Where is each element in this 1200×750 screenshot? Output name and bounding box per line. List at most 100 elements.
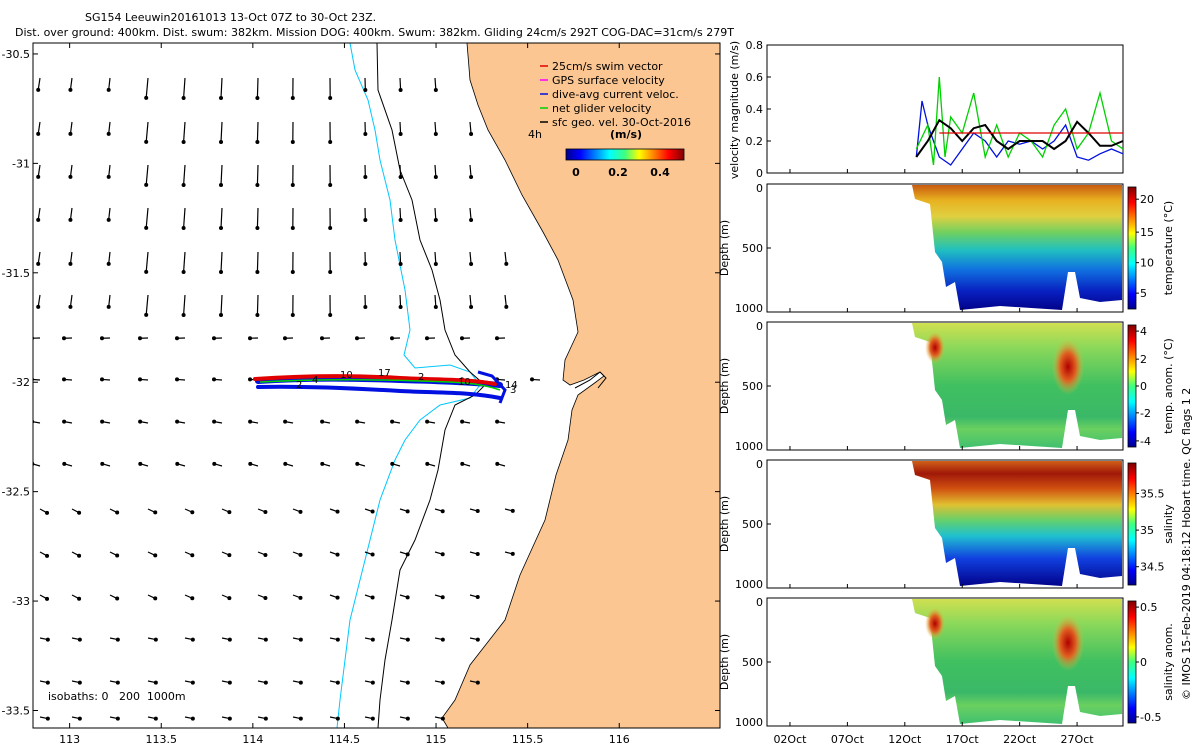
velocity-vector-head [398, 304, 403, 309]
velocity-vector-head [175, 377, 180, 382]
speed-colorbar [565, 148, 685, 161]
colorbar-tick-label: -4 [1140, 435, 1151, 448]
velocity-vector-head [144, 139, 149, 144]
depth-ylabel: Depth (m) [718, 220, 731, 276]
velocity-y-axis: 0 0.2 0.4 0.6 0.8 [746, 39, 771, 180]
velocity-vector [145, 251, 149, 272]
velocity-vector-head [363, 304, 368, 309]
velocity-vector-head [175, 336, 180, 341]
velocity-vector-head [62, 377, 67, 382]
imos-credit: © IMOS 15-Feb-2019 04:18:12 Hobart time.… [1180, 388, 1193, 700]
velocity-vector-head [227, 553, 232, 558]
velocity-vector [183, 77, 186, 98]
time-tick-label: 12Oct [888, 733, 922, 746]
velocity-vector-head [320, 336, 325, 341]
velocity-vector-head [106, 304, 111, 309]
velocity-vector-head [255, 312, 260, 317]
track-swim-vector [253, 374, 497, 386]
velocity-vector-head [212, 461, 217, 466]
depth-ylabel: Depth (m) [718, 358, 731, 414]
colorbar-tick-label: 4 [1140, 325, 1147, 338]
velocity-vector-head [138, 419, 143, 424]
velocity-vector-head [398, 261, 403, 266]
velocity-vector-head [320, 461, 325, 466]
map-xtick-label: 114 [242, 733, 263, 746]
velocity-vector-head [181, 269, 186, 274]
depth-ylabel: Depth (m) [718, 496, 731, 552]
depth-tick-label: 0 [756, 320, 763, 333]
velocity-vector [220, 251, 223, 273]
isobath-200m [336, 43, 481, 728]
velocity-vector-head [68, 261, 73, 266]
velocity-vector-head [398, 131, 403, 136]
velocity-vector-head [495, 336, 500, 341]
velocity-vector-head [510, 508, 515, 513]
velocity-vector-head [255, 225, 260, 230]
velocity-vector-head [45, 716, 50, 721]
velocity-vector-head [433, 217, 438, 222]
velocity-vector-head [504, 304, 509, 309]
map-frame [32, 42, 721, 729]
velocity-vector-head [227, 596, 232, 601]
colorbar-tick-label: 20 [1140, 193, 1154, 206]
velocity-vector-head [469, 174, 474, 179]
velocity-vector-head [144, 225, 149, 230]
depth-tick-label: 1000 [735, 440, 763, 453]
colorbar-tick-label: 15 [1140, 226, 1154, 239]
velocity-vector [220, 77, 223, 99]
velocity-vector-head [335, 680, 340, 685]
velocity-vector-head [190, 637, 195, 642]
velocity-vector-head [469, 304, 474, 309]
velocity-vector-head [175, 419, 180, 424]
velocity-vector-head [255, 139, 260, 144]
map-y-axis: -30.5 -31 -31.5 -32 -32.5 -33 -33.5 [2, 48, 720, 717]
velocity-vector-head [398, 217, 403, 222]
velocity-vector-head [320, 419, 325, 424]
velocity-vector-head [255, 95, 260, 100]
track-dive-avg-current-2 [256, 384, 502, 400]
velocity-vector-head [290, 139, 295, 144]
velocity-vector-head [219, 225, 224, 230]
velocity-vector-head [283, 461, 288, 466]
map-ytick-label: -30.5 [2, 48, 30, 61]
velocity-vector [504, 251, 507, 264]
depth-tick-label: 0 [756, 458, 763, 471]
track-label: 2 [296, 380, 302, 391]
panel-anomaly-hotspot-2 [925, 607, 945, 640]
velocity-vector-head [181, 139, 186, 144]
velocity-vector-head [33, 461, 35, 466]
figure-title: SG154 Leeuwin20161013 13-Oct 07Z to 30-O… [85, 11, 376, 24]
velocity-vector [183, 164, 186, 185]
velocity-vector-head [370, 680, 375, 685]
velocity-vector-head [45, 510, 50, 515]
velocity-vector-head [100, 461, 105, 466]
velocity-vector-head [115, 637, 120, 642]
velocity-vector-head [227, 510, 232, 515]
velocity-vector-head [106, 217, 111, 222]
map-ytick-label: -32 [12, 376, 30, 389]
time-tick-label: 22Oct [1003, 733, 1037, 746]
panel-anomaly-hotspot-2 [925, 331, 945, 364]
velocity-vector-head [68, 304, 73, 309]
velocity-vector-head [36, 261, 41, 266]
velocity-ytick-label: 0.2 [746, 135, 764, 148]
colorbar-tick-1: 0.2 [608, 166, 628, 179]
map-ytick-label: -31 [12, 157, 30, 170]
velocity-series-dive-avg-current [915, 100, 1124, 166]
velocity-vector-head [390, 336, 395, 341]
velocity-vector [183, 207, 186, 228]
colorbar-label: salinity anom. [1162, 623, 1175, 701]
colorbar-tick-label: 2 [1140, 353, 1147, 366]
velocity-vector [220, 294, 223, 316]
colorbar-tick-label: 35 [1140, 524, 1154, 537]
velocity-vector-head [219, 95, 224, 100]
velocity-vector-head [298, 680, 303, 685]
track-label: 10 [458, 377, 471, 388]
map-xtick-label: 116 [609, 733, 630, 746]
velocity-vector-head [433, 261, 438, 266]
velocity-vector-head [335, 637, 340, 642]
velocity-vector [145, 77, 149, 98]
velocity-vector-head [290, 312, 295, 317]
velocity-vector-head [298, 509, 303, 514]
